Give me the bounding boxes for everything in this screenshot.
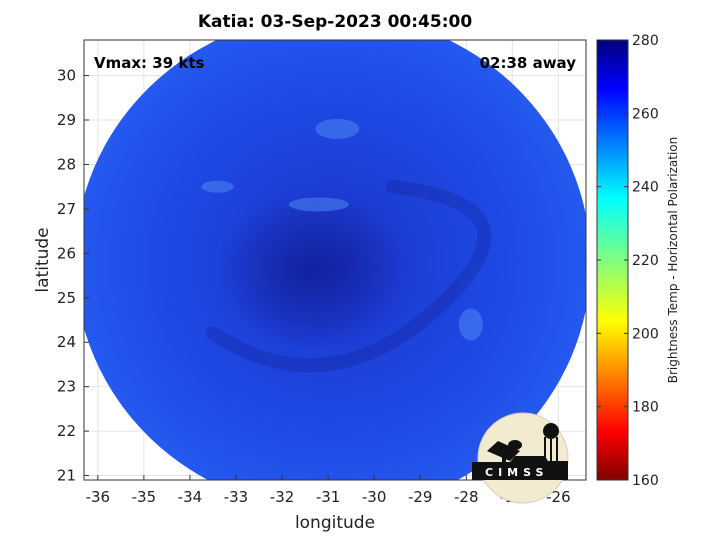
colorbar-tick-label: 280	[632, 33, 659, 49]
colorbar-tick-label: 220	[632, 253, 659, 269]
spiral-band	[205, 179, 492, 373]
y-tick-label: 28	[57, 155, 76, 173]
x-tick-label: -36	[86, 488, 111, 506]
colorbar-ticks: 280 260 240 220 200 180 160	[597, 33, 659, 489]
cloud-feature	[458, 308, 483, 341]
y-axis-ticks: 30 29 28 27 26 25 24 23 22 21	[57, 67, 89, 485]
swath-layer	[84, 40, 586, 480]
cloud-feature	[315, 118, 360, 139]
water-tower-icon	[543, 423, 559, 461]
x-tick-label: -32	[270, 488, 295, 506]
x-tick-label: -28	[454, 488, 479, 506]
y-tick-label: 26	[57, 244, 76, 262]
colorbar-label: Brightness Temp - Horizontal Polarizatio…	[666, 137, 680, 384]
colorbar-tick-label: 240	[632, 180, 659, 196]
x-tick-label: -33	[224, 488, 249, 506]
y-tick-label: 29	[57, 111, 76, 129]
satellite-dish-icon	[487, 440, 522, 466]
vmax-annotation: Vmax: 39 kts	[94, 54, 204, 72]
cloud-feature	[201, 180, 234, 193]
logo-text: CIMSS	[485, 466, 548, 479]
colorbar-tick-label: 200	[632, 326, 659, 342]
y-tick-label: 30	[57, 67, 76, 85]
colorbar-tick-label: 160	[632, 473, 659, 489]
x-axis-label: longitude	[295, 513, 375, 533]
x-tick-label: -30	[362, 488, 387, 506]
swath-features	[201, 118, 492, 373]
cloud-feature	[288, 197, 349, 212]
y-tick-label: 23	[57, 378, 76, 396]
storm-core	[214, 191, 405, 352]
x-tick-label: -29	[408, 488, 433, 506]
y-tick-label: 25	[57, 289, 76, 307]
chart-title: Katia: 03-Sep-2023 00:45:00	[197, 12, 473, 32]
x-tick-label: -35	[132, 488, 157, 506]
colorbar-tick-label: 180	[632, 400, 659, 416]
cimss-logo: CIMSS	[472, 412, 569, 504]
y-axis-label: latitude	[33, 227, 53, 292]
y-tick-label: 21	[57, 467, 76, 485]
y-tick-label: 27	[57, 200, 76, 218]
colorbar-tick-label: 260	[632, 106, 659, 122]
x-tick-label: -34	[178, 488, 203, 506]
colorbar	[596, 39, 629, 481]
time-away-annotation: 02:38 away	[480, 54, 577, 72]
plot-frame	[83, 39, 587, 481]
y-tick-label: 22	[57, 422, 76, 440]
x-tick-label: -31	[316, 488, 341, 506]
y-tick-label: 24	[57, 333, 76, 351]
